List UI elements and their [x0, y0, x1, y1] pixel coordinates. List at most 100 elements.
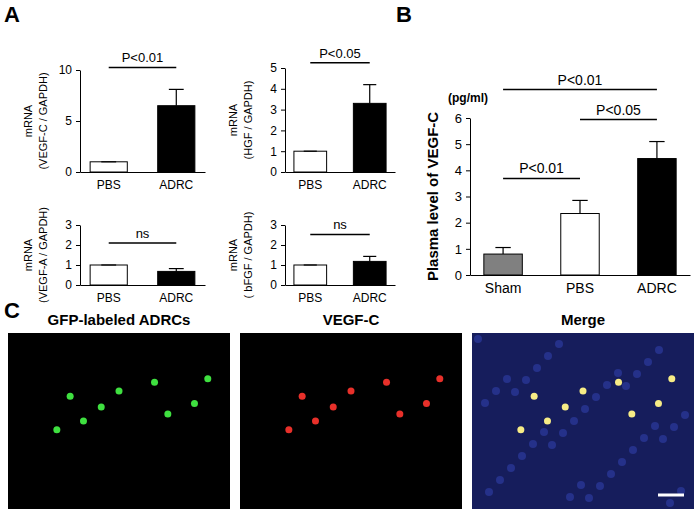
x-tick: PBS — [97, 285, 121, 305]
y-axis-title: (VEGF-A / GAPDH) — [37, 207, 49, 303]
x-tick: ADRC — [353, 172, 387, 192]
y-axis: 0123 — [65, 218, 80, 292]
y-tick: 2 — [270, 238, 285, 252]
cell — [423, 400, 430, 407]
y-tick-mark — [281, 225, 285, 226]
nucleus — [618, 458, 626, 466]
y-axis-title: mRNA — [227, 238, 239, 271]
bar — [90, 265, 127, 285]
y-tick: 5 — [455, 137, 470, 152]
y-tick-label: 0 — [270, 165, 277, 179]
x-axis: ShamPBSADRC — [471, 275, 691, 296]
nucleus — [633, 370, 641, 378]
y-tick-label: 2 — [65, 238, 72, 252]
y-axis: 0123 — [270, 218, 285, 292]
y-tick-mark — [281, 285, 285, 286]
cell — [436, 375, 443, 382]
y-axis-line — [80, 226, 81, 286]
error-cap — [169, 89, 184, 90]
cell — [67, 393, 74, 400]
y-axis: 0510 — [59, 63, 81, 179]
y-tick-label: 1 — [270, 258, 277, 272]
x-axis: PBS ADRC — [81, 285, 206, 305]
y-tick-label: 3 — [455, 189, 462, 204]
x-tick: ADRC — [159, 285, 193, 305]
nucleus — [481, 399, 489, 407]
nucleus — [614, 369, 622, 377]
error-bar — [101, 265, 116, 266]
y-tick-label: 2 — [455, 215, 462, 230]
y-tick-label: 3 — [65, 218, 72, 232]
significance-bracket — [580, 119, 657, 121]
nucleus — [581, 405, 589, 413]
nucleus — [533, 364, 541, 372]
x-tick: ADRC — [159, 172, 193, 192]
y-tick-mark — [76, 285, 80, 286]
y-tick: 3 — [270, 103, 285, 117]
cell — [312, 418, 319, 425]
error-bar — [572, 200, 587, 213]
nucleus — [640, 434, 648, 442]
significance-bracket — [109, 67, 177, 69]
micrograph-background — [8, 333, 230, 509]
y-tick-mark — [76, 225, 80, 226]
nucleus — [496, 476, 504, 484]
error-stem — [502, 248, 503, 255]
nucleus — [629, 446, 637, 454]
panel-label: A — [4, 2, 20, 27]
y-tick: 2 — [65, 238, 80, 252]
y-tick-label: 0 — [455, 268, 462, 283]
x-tick-label: PBS — [298, 291, 322, 305]
micrograph — [472, 333, 694, 509]
nucleus — [592, 393, 600, 401]
y-tick: 2 — [270, 124, 285, 138]
y-tick-label: 3 — [270, 218, 277, 232]
nucleus — [518, 452, 526, 460]
nucleus — [603, 381, 611, 389]
y-tick: 10 — [59, 63, 80, 77]
significance-label: P<0.05 — [596, 102, 641, 118]
error-bar — [363, 256, 376, 261]
nucleus — [596, 482, 604, 490]
nucleus — [570, 417, 578, 425]
x-tick: Sham — [485, 275, 522, 296]
y-axis-title: (HGF / GAPDH) — [242, 81, 254, 160]
cell — [285, 426, 292, 433]
y-tick: 1 — [455, 241, 470, 256]
error-stem — [656, 142, 657, 159]
error-bar — [169, 269, 184, 272]
cell — [628, 410, 635, 417]
nucleus — [485, 488, 493, 496]
y-tick-mark — [281, 130, 285, 131]
y-axis-title: mRNA — [22, 238, 34, 271]
y-axis: 012345 — [270, 61, 285, 179]
bar — [353, 261, 386, 285]
y-tick: 4 — [455, 163, 470, 178]
significance-label: P<0.01 — [519, 160, 564, 176]
y-tick-mark — [281, 89, 285, 90]
y-axis-line — [285, 69, 286, 173]
y-tick: 4 — [270, 82, 285, 96]
y-tick-label: 5 — [270, 61, 277, 75]
cell — [517, 426, 524, 433]
y-axis-line — [80, 71, 81, 173]
cell — [562, 403, 569, 410]
error-stem — [579, 200, 580, 213]
y-tick-mark — [466, 144, 470, 145]
nucleus — [622, 382, 630, 390]
significance-label: ns — [333, 217, 347, 232]
figure-svg: 0510PBSADRCmRNA(VEGF-C / GAPDH)P<0.01012… — [0, 0, 700, 513]
nucleus — [659, 435, 667, 443]
bar — [294, 151, 327, 172]
cell — [580, 388, 587, 395]
x-tick: ADRC — [353, 285, 387, 305]
bar — [294, 265, 327, 285]
nucleus — [522, 376, 530, 384]
bar — [638, 159, 676, 275]
cell — [191, 400, 198, 407]
x-tick-label: Sham — [485, 280, 522, 296]
y-tick-mark — [281, 265, 285, 266]
y-tick: 3 — [455, 189, 470, 204]
y-tick: 6 — [455, 111, 470, 126]
cell — [383, 379, 390, 386]
